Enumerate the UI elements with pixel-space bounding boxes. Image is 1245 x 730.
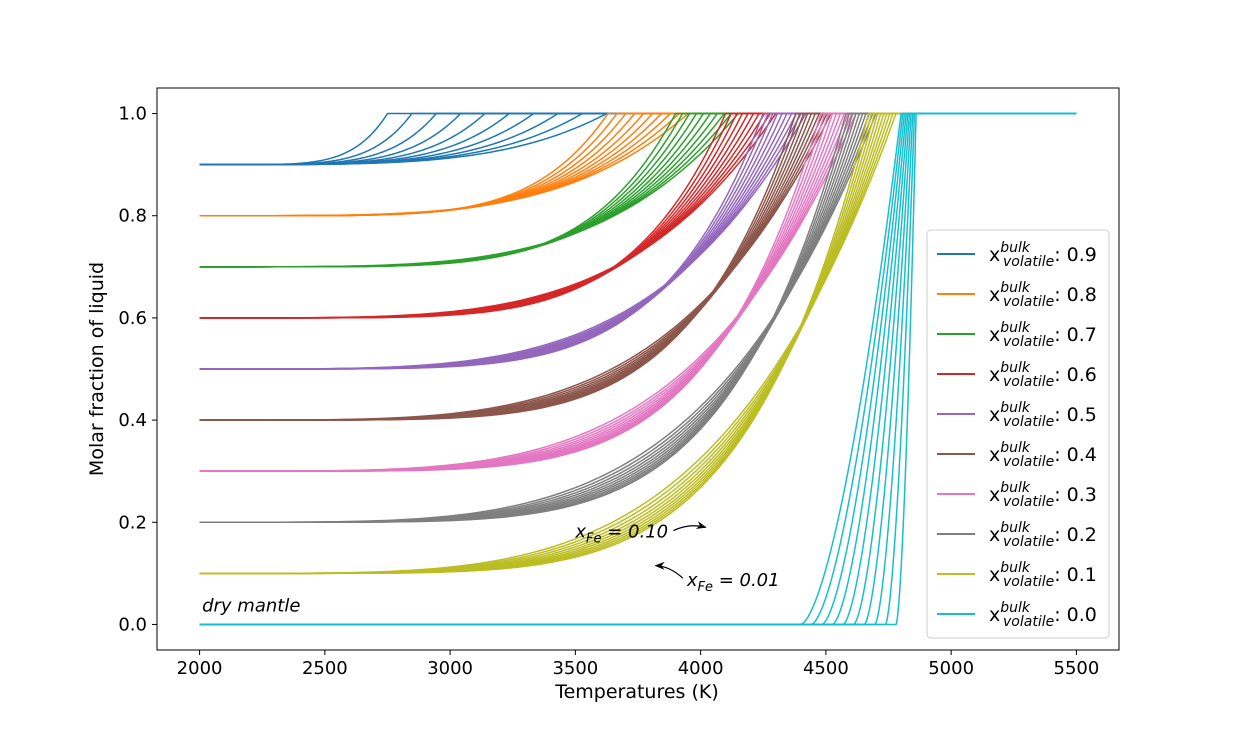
series-line <box>199 112 1077 421</box>
y-tick-label: 0.6 <box>118 308 147 329</box>
legend-label: xbulk volatile: 0.4 <box>989 440 1097 470</box>
plot-frame <box>156 87 1120 651</box>
x-tick-label: 5000 <box>928 658 974 679</box>
legend-item: xbulk volatile: 0.3 <box>937 480 1097 510</box>
legend-item: xbulk volatile: 0.7 <box>937 320 1097 350</box>
series-0.5 <box>199 112 1077 370</box>
legend-item: xbulk volatile: 0.0 <box>937 600 1097 630</box>
series-line <box>199 112 1077 626</box>
y-axis: 0.0 0.2 0.4 0.6 0.8 1.0 <box>118 104 157 635</box>
legend-label: xbulk volatile: 0.6 <box>989 360 1097 390</box>
series-line <box>199 112 1077 472</box>
legend-item: xbulk volatile: 0.5 <box>937 400 1097 430</box>
series-line <box>199 112 1077 268</box>
series-0.3 <box>199 112 1077 472</box>
x-axis-label: Temperatures (K) <box>554 681 719 703</box>
series-line <box>199 112 1077 626</box>
series-line <box>199 112 1077 524</box>
legend-label: xbulk volatile: 0.0 <box>989 600 1097 630</box>
legend-label: xbulk volatile: 0.8 <box>989 280 1097 310</box>
y-tick-label: 0.2 <box>118 512 147 533</box>
annotation-label: xFe = 0.10 <box>574 522 668 547</box>
legend-item: xbulk volatile: 0.6 <box>937 360 1097 390</box>
legend: xbulk volatile: 0.9 xbulk volatile: 0.8 xbul… <box>926 229 1110 639</box>
series-line <box>199 112 1077 319</box>
x-tick-label: 3500 <box>552 658 598 679</box>
series-0.6 <box>199 112 1077 319</box>
x-tick-label: 4000 <box>678 658 724 679</box>
legend-label: xbulk volatile: 0.7 <box>989 320 1097 350</box>
series-line <box>199 112 1077 626</box>
y-tick-label: 0.8 <box>118 206 147 227</box>
annotation-label: dry mantle <box>202 596 300 617</box>
series-0.8 <box>199 112 1077 217</box>
series-line <box>199 112 1077 166</box>
series-line <box>199 112 1077 370</box>
series-0.1 <box>199 112 1077 575</box>
y-tick-label: 0.0 <box>118 614 147 635</box>
legend-item: xbulk volatile: 0.4 <box>937 440 1097 470</box>
y-tick-label: 0.4 <box>118 410 147 431</box>
series-line <box>199 112 1077 626</box>
series-line <box>199 112 1077 626</box>
x-tick-label: 2500 <box>302 658 348 679</box>
legend-label: xbulk volatile: 0.9 <box>989 240 1097 270</box>
series-0.4 <box>199 112 1077 421</box>
legend-label: xbulk volatile: 0.2 <box>989 520 1097 550</box>
series-line <box>199 112 1077 575</box>
x-tick-label: 5500 <box>1054 658 1100 679</box>
annotation-label: xFe = 0.01 <box>686 570 780 595</box>
x-axis: 2000 2500 3000 3500 4000 4500 5000 5500 <box>177 650 1100 679</box>
x-tick-label: 4500 <box>803 658 849 679</box>
legend-item: xbulk volatile: 0.2 <box>937 520 1097 550</box>
y-axis-label: Molar fraction of liquid <box>86 262 108 476</box>
legend-item: xbulk volatile: 0.9 <box>937 240 1097 270</box>
series-line <box>199 112 1077 626</box>
x-tick-label: 2000 <box>177 658 223 679</box>
legend-item: xbulk volatile: 0.1 <box>937 560 1097 590</box>
y-tick-label: 1.0 <box>118 104 147 125</box>
series-0.7 <box>199 112 1077 268</box>
series-0.2 <box>199 112 1077 524</box>
series-line <box>199 112 1077 626</box>
legend-item: xbulk volatile: 0.8 <box>937 280 1097 310</box>
annotations: dry mantle xFe = 0.10 xFe = 0.01 <box>202 521 780 617</box>
annotation-arrow <box>673 521 707 532</box>
series-0.9 <box>199 112 1077 166</box>
series-0.0 <box>199 112 1077 626</box>
x-tick-label: 3000 <box>427 658 473 679</box>
series-layer <box>199 112 1077 626</box>
series-line <box>199 112 1077 626</box>
legend-label: xbulk volatile: 0.5 <box>989 400 1097 430</box>
legend-label: xbulk volatile: 0.1 <box>989 560 1097 590</box>
series-line <box>199 112 1077 626</box>
annotation-arrow <box>654 561 684 579</box>
legend-box <box>926 229 1110 639</box>
legend-label: xbulk volatile: 0.3 <box>989 480 1097 510</box>
series-line <box>199 112 1077 626</box>
series-line <box>199 112 1077 217</box>
